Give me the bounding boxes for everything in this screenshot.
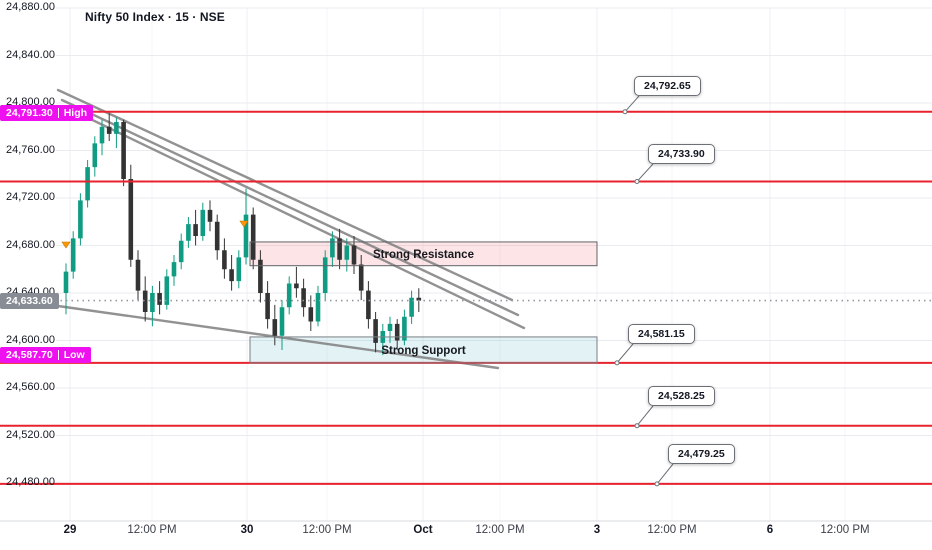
candle bbox=[286, 276, 292, 315]
candle bbox=[63, 263, 69, 315]
candle bbox=[250, 207, 256, 270]
resistance-zone-border[interactable] bbox=[249, 241, 598, 267]
gridlines bbox=[0, 7, 932, 522]
callout-anchor[interactable] bbox=[614, 360, 620, 366]
candle bbox=[294, 266, 299, 298]
candle bbox=[164, 269, 170, 310]
zone-label: Strong Resistance bbox=[373, 249, 474, 261]
candle bbox=[157, 281, 162, 315]
candle bbox=[128, 164, 134, 267]
candle bbox=[315, 285, 321, 327]
callout-anchor[interactable] bbox=[622, 109, 628, 115]
candle bbox=[207, 200, 213, 232]
candle bbox=[186, 217, 191, 248]
candle bbox=[85, 160, 90, 208]
candle bbox=[78, 193, 83, 246]
candle bbox=[171, 255, 177, 286]
price-callout[interactable]: 24,479.25 bbox=[668, 444, 735, 464]
support-zone-border[interactable] bbox=[249, 336, 598, 364]
candle bbox=[373, 312, 378, 353]
candle bbox=[236, 250, 242, 289]
candle bbox=[330, 231, 335, 267]
trendline[interactable] bbox=[56, 88, 514, 302]
candlesticks bbox=[63, 113, 422, 356]
callout-pointer bbox=[656, 463, 674, 485]
callout-anchor[interactable] bbox=[634, 178, 640, 184]
candle bbox=[222, 238, 227, 279]
callout-pointer bbox=[636, 163, 654, 182]
zone-label: Strong Support bbox=[381, 345, 465, 357]
candle bbox=[308, 295, 314, 331]
candle bbox=[243, 188, 249, 265]
callout-pointer bbox=[616, 343, 634, 364]
callout-pointer bbox=[636, 405, 654, 427]
candle bbox=[402, 309, 407, 346]
price-callout[interactable]: 24,528.25 bbox=[648, 386, 715, 406]
price-callout[interactable]: 24,581.15 bbox=[628, 324, 695, 344]
candle bbox=[258, 250, 263, 303]
callout-pointer bbox=[624, 95, 640, 113]
candle bbox=[279, 300, 285, 350]
candle bbox=[409, 290, 414, 324]
candle bbox=[92, 136, 98, 177]
candle bbox=[358, 255, 364, 301]
candle bbox=[193, 209, 198, 246]
candle bbox=[142, 276, 148, 322]
candle bbox=[394, 319, 400, 350]
candle bbox=[322, 250, 328, 301]
candle bbox=[337, 228, 342, 270]
candle bbox=[135, 250, 141, 301]
candle bbox=[121, 119, 126, 187]
alert-marker-icon[interactable] bbox=[61, 241, 71, 249]
candle bbox=[178, 233, 184, 270]
candle bbox=[301, 278, 306, 317]
candle bbox=[366, 281, 371, 329]
price-callout[interactable]: 24,733.90 bbox=[648, 144, 715, 164]
candle bbox=[387, 316, 393, 343]
candle bbox=[265, 281, 270, 329]
candle bbox=[150, 285, 155, 327]
trendline[interactable] bbox=[60, 98, 520, 317]
candle bbox=[214, 214, 220, 260]
trendline[interactable] bbox=[78, 112, 526, 330]
candle bbox=[106, 113, 112, 141]
candle bbox=[200, 202, 206, 241]
price-callout[interactable]: 24,792.65 bbox=[634, 76, 701, 96]
candle bbox=[272, 304, 278, 346]
callout-anchor[interactable] bbox=[634, 423, 640, 429]
candle bbox=[229, 255, 234, 291]
candle bbox=[99, 119, 105, 156]
candle bbox=[70, 231, 76, 279]
callout-anchor[interactable] bbox=[654, 481, 660, 487]
candle bbox=[114, 117, 119, 149]
resistance-zone[interactable] bbox=[250, 241, 597, 266]
symbol-title[interactable]: Nifty 50 Index · 15 · NSE bbox=[85, 10, 225, 24]
alert-marker-icon[interactable] bbox=[239, 220, 249, 228]
